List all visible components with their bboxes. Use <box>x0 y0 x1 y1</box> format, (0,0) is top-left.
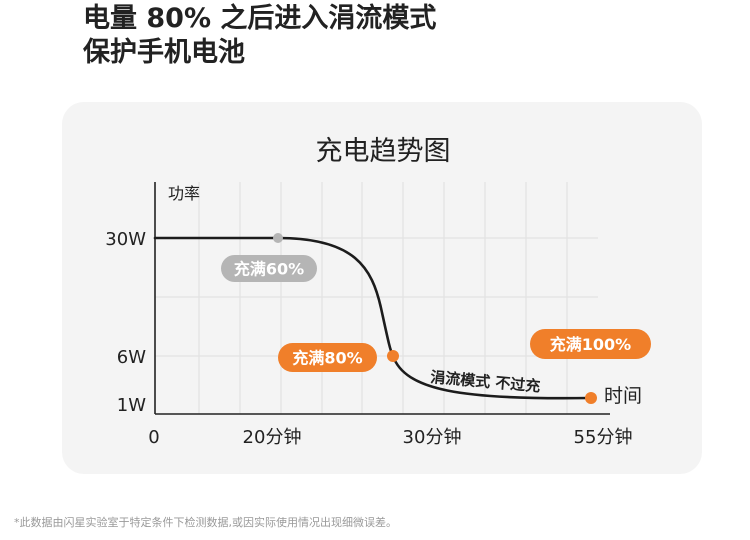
y-tick-label: 6W <box>117 347 146 368</box>
chart-card <box>62 102 702 474</box>
marker-badge <box>278 343 377 372</box>
marker-badge <box>530 329 651 359</box>
headline-line1: 电量 80% 之后进入涓流模式 <box>83 3 437 34</box>
data-point-marker <box>387 350 399 362</box>
y-tick-label: 1W <box>117 395 146 416</box>
data-point-marker <box>585 392 597 404</box>
y-axis-label: 功率 <box>168 184 200 203</box>
x-axis-label: 时间 <box>604 385 642 407</box>
x-tick-label: 0 <box>148 427 159 448</box>
marker-badge-label: 充满100% <box>550 335 631 354</box>
marker-badge-label: 充满80% <box>292 349 362 368</box>
headline-line2: 保护手机电池 <box>83 37 245 68</box>
y-tick-label: 30W <box>105 229 146 250</box>
footnote: *此数据由闪星实验室于特定条件下检测数据,或因实际使用情况出现细微误差。 <box>14 516 397 529</box>
x-tick-label: 30分钟 <box>403 427 462 448</box>
x-tick-label: 20分钟 <box>243 427 302 448</box>
data-point-marker <box>273 233 283 243</box>
power-curve <box>153 236 592 400</box>
marker-badge <box>221 255 317 282</box>
marker-badge-label: 充满60% <box>234 260 304 279</box>
headline: 电量 80% 之后进入涓流模式 保护手机电池 <box>83 2 436 70</box>
x-tick-label: 55分钟 <box>574 427 633 448</box>
chart-title: 充电趋势图 <box>316 136 451 167</box>
